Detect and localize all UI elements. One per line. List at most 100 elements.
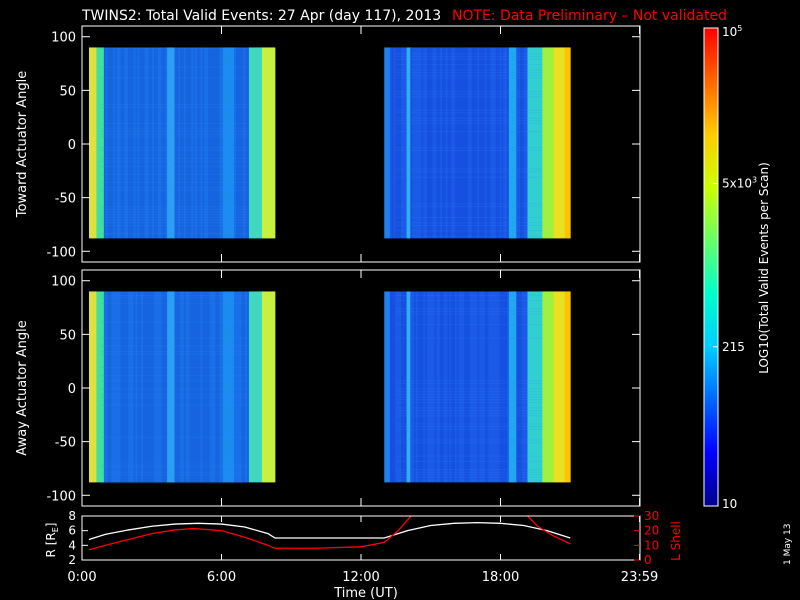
spectrogram-column — [499, 47, 502, 239]
spectrogram-column — [516, 47, 519, 239]
spectrogram-column — [170, 291, 174, 483]
spectrogram-column — [456, 291, 460, 483]
spectrogram-column — [540, 291, 543, 483]
spectrogram-column — [183, 291, 187, 483]
spectrogram-column — [159, 47, 162, 239]
spectrogram-column — [204, 291, 207, 483]
angle-streak — [100, 149, 248, 151]
spectrogram-column — [423, 291, 426, 483]
spectrogram-column — [137, 47, 140, 239]
y-tick-label: -50 — [55, 192, 76, 207]
angle-streak — [395, 58, 543, 60]
spectrogram-column — [133, 291, 136, 483]
spectrogram-column — [271, 291, 274, 483]
spectrogram-column — [408, 291, 411, 483]
angle-streak — [395, 120, 543, 122]
spectrogram-column — [178, 291, 181, 483]
spectrogram-column — [267, 47, 270, 239]
angle-streak — [395, 206, 543, 208]
spectrogram-column — [206, 47, 209, 239]
spectrogram-column — [400, 291, 404, 483]
spectrogram-column — [389, 47, 393, 239]
spectrogram-column — [458, 47, 461, 239]
spectrogram-column — [510, 291, 513, 483]
angle-streak — [395, 74, 543, 76]
spectrogram-column — [549, 47, 553, 239]
spectrogram-column — [198, 47, 201, 239]
spectrogram-column — [399, 47, 402, 239]
spectrogram-column — [107, 291, 110, 483]
angle-streak — [395, 203, 543, 205]
spectrogram-column — [120, 291, 123, 483]
angle-streak — [395, 176, 543, 178]
spectrogram-column — [137, 291, 140, 483]
spectrogram-column — [469, 291, 473, 483]
spectrogram-column — [547, 47, 551, 239]
spectrogram-column — [486, 291, 489, 483]
spectrogram-column — [477, 291, 480, 483]
spectrogram-column — [553, 291, 556, 483]
spectrogram-column — [430, 291, 434, 483]
spectrogram-column — [196, 291, 200, 483]
spectrogram-column — [131, 291, 135, 483]
spectrogram-column — [217, 47, 220, 239]
spectrogram-column — [510, 47, 513, 239]
angle-streak — [100, 471, 248, 473]
spectrogram-column — [475, 291, 478, 483]
angle-streak — [395, 474, 543, 476]
spectrogram-column — [415, 47, 419, 239]
spectrogram-column — [453, 47, 456, 239]
angle-streak — [395, 455, 543, 457]
y-tick-label: -100 — [46, 489, 76, 504]
angle-streak — [395, 300, 543, 302]
angle-streak — [395, 396, 543, 398]
spectrogram-column — [549, 291, 553, 483]
spectrogram-column — [213, 291, 216, 483]
spectrogram-column — [471, 47, 474, 239]
spectrogram-column — [521, 47, 525, 239]
spectrogram-column — [116, 291, 120, 483]
spectrogram-column — [141, 291, 144, 483]
spectrogram-column — [505, 47, 508, 239]
spectrogram-column — [415, 291, 419, 483]
spectrogram-column — [234, 47, 237, 239]
spectrogram-column — [497, 47, 500, 239]
angle-streak — [395, 96, 543, 98]
spectrogram-column — [445, 47, 448, 239]
spectrogram-column — [100, 291, 103, 483]
spectrogram-column — [445, 291, 448, 483]
angle-streak — [100, 337, 248, 339]
spectrogram-column — [523, 47, 527, 239]
angle-streak — [395, 56, 543, 58]
angle-streak — [100, 211, 248, 213]
spectrogram-column — [224, 47, 228, 239]
spectrogram-column — [191, 47, 194, 239]
spectrogram-column — [387, 47, 391, 239]
spectrogram-column — [514, 47, 517, 239]
spectrogram-column — [547, 291, 551, 483]
spectrogram-column — [443, 47, 447, 239]
spectrogram-column — [142, 47, 146, 239]
angle-streak — [395, 53, 543, 55]
spectrogram-column — [144, 291, 148, 483]
angle-streak — [395, 324, 543, 326]
spectrogram-column — [397, 47, 400, 239]
angle-streak — [395, 407, 543, 409]
spectrogram-column — [493, 47, 497, 239]
spectrogram-column — [393, 47, 396, 239]
spectrogram-column — [460, 291, 463, 483]
spectrogram-column — [163, 47, 166, 239]
spectrogram-column — [533, 47, 536, 239]
right-y-tick-label: 30 — [644, 509, 659, 523]
spectrogram-column — [417, 291, 420, 483]
spectrogram-column — [133, 47, 136, 239]
spectrogram-column — [113, 47, 116, 239]
spectrogram-column — [261, 47, 265, 239]
angle-streak — [395, 460, 543, 462]
spectrogram-column — [167, 291, 170, 483]
spectrogram-column — [230, 291, 233, 483]
spectrogram-column — [501, 291, 504, 483]
spectrogram-column — [254, 47, 257, 239]
angle-streak — [395, 216, 543, 218]
